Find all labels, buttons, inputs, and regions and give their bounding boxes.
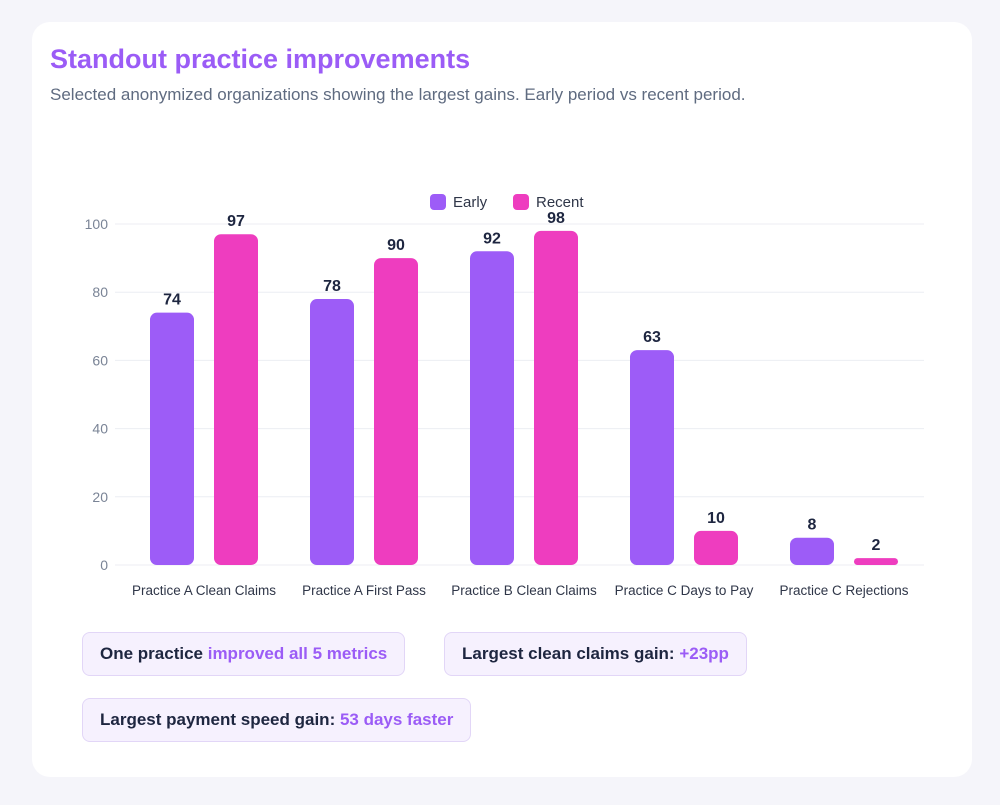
callout-highlight: +23pp <box>679 644 729 663</box>
page-subtitle: Selected anonymized organizations showin… <box>50 85 746 104</box>
data-label: 90 <box>387 237 405 254</box>
data-label: 78 <box>323 278 341 295</box>
bar-recent <box>694 530 738 565</box>
bar-early <box>310 299 354 565</box>
bar-early <box>470 251 514 565</box>
callout-text: Largest payment speed gain: <box>100 710 340 729</box>
x-tick-label: Practice A Clean Claims <box>132 583 276 598</box>
y-tick-label: 20 <box>92 489 108 505</box>
callout-clean-claims-gain: Largest clean claims gain: +23pp <box>444 632 747 676</box>
callout-payment-speed-gain: Largest payment speed gain: 53 days fast… <box>82 698 472 742</box>
bar-recent <box>854 558 898 565</box>
y-tick-label: 100 <box>85 216 109 232</box>
legend-swatch-recent <box>513 194 529 210</box>
bar-early <box>630 350 674 565</box>
data-label: 8 <box>808 517 817 534</box>
legend-label: Recent <box>536 194 584 211</box>
data-label: 74 <box>163 292 181 309</box>
callout-all-metrics: One practice improved all 5 metrics <box>82 632 406 676</box>
bar-recent <box>374 258 418 565</box>
x-tick-label: Practice C Rejections <box>779 583 908 598</box>
bar-early <box>790 537 834 565</box>
callout-text: Largest clean claims gain: <box>462 644 680 663</box>
data-label: 97 <box>227 213 245 230</box>
callout-highlight: 53 days faster <box>339 710 454 729</box>
data-label: 98 <box>547 210 565 227</box>
callout-text: One practice <box>100 644 208 663</box>
y-tick-label: 0 <box>100 557 108 573</box>
x-tick-label: Practice B Clean Claims <box>451 583 597 598</box>
data-label: 92 <box>483 230 501 247</box>
callout-highlight: improved all 5 metrics <box>207 644 388 663</box>
legend-swatch-early <box>430 194 446 210</box>
bar-recent <box>214 234 258 566</box>
data-label: 10 <box>707 510 725 527</box>
y-tick-label: 60 <box>92 352 108 368</box>
x-tick-label: Practice C Days to Pay <box>615 583 754 598</box>
bar-early <box>150 312 194 565</box>
data-label: 2 <box>872 537 881 554</box>
bar-recent <box>534 230 578 565</box>
y-tick-label: 80 <box>92 284 108 300</box>
x-tick-label: Practice A First Pass <box>302 583 426 598</box>
y-tick-label: 40 <box>92 421 108 437</box>
legend-label: Early <box>453 194 488 211</box>
data-label: 63 <box>643 329 661 346</box>
page-title: Standout practice improvements <box>50 44 471 74</box>
